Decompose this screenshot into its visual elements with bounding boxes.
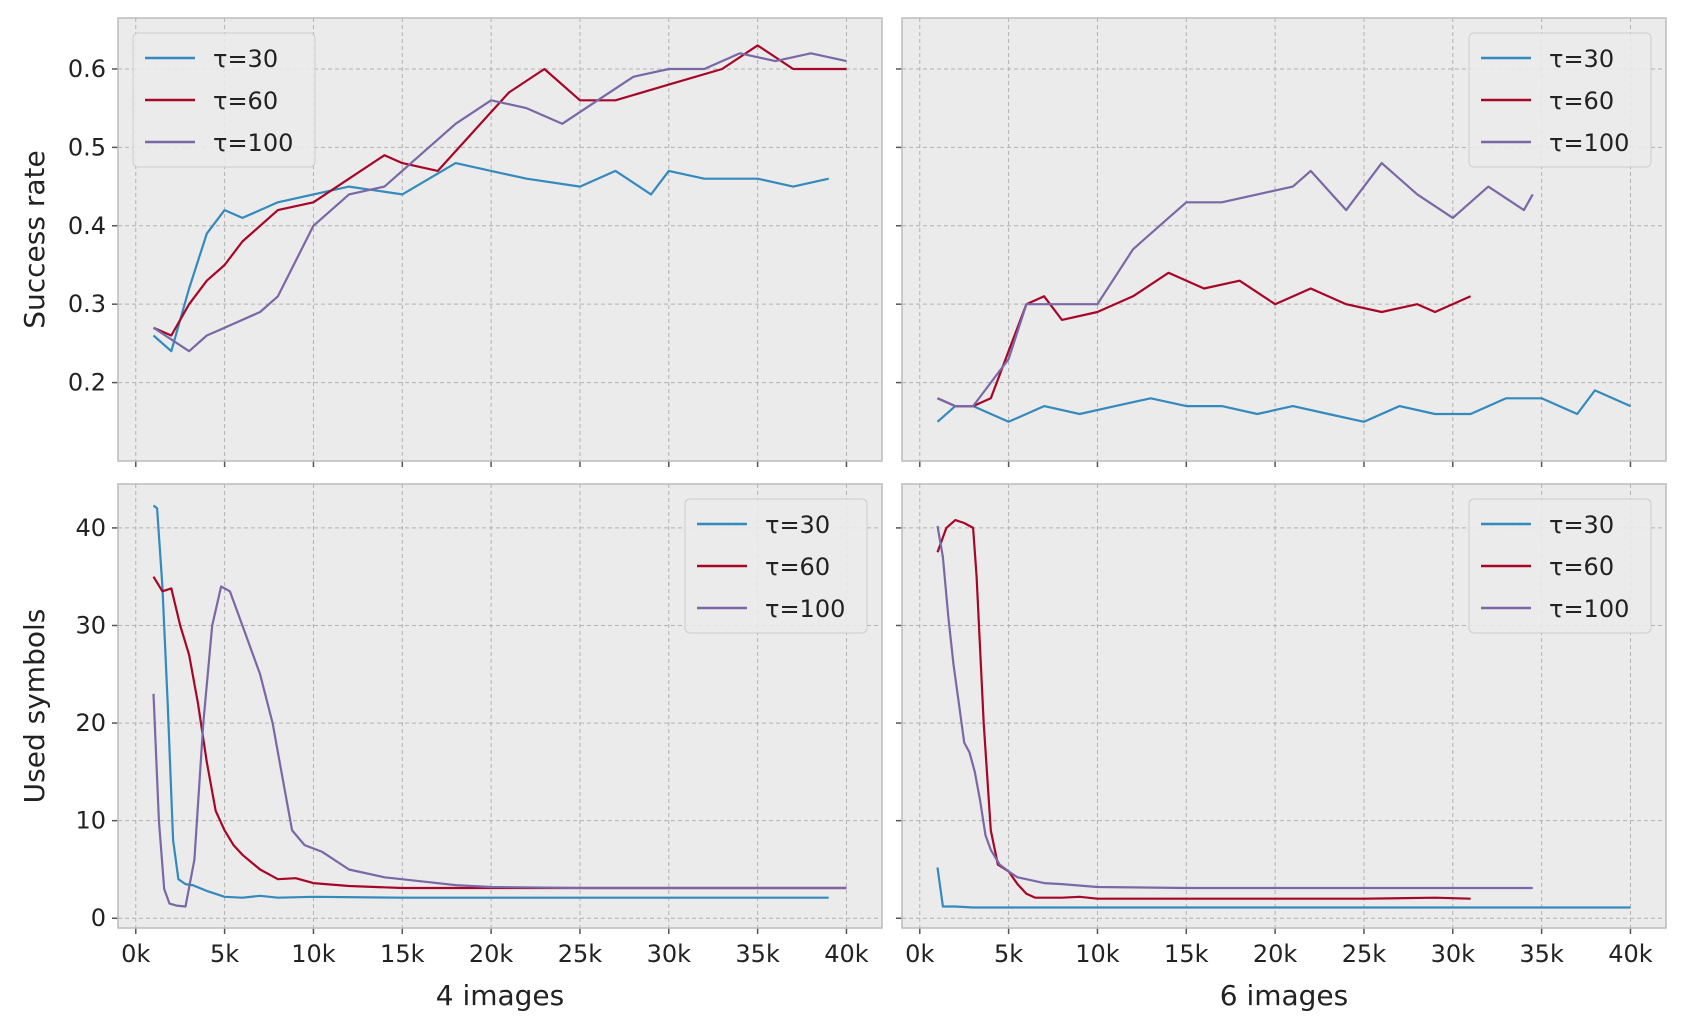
x-tick-label: 10k bbox=[1075, 940, 1120, 968]
legend-label: τ=30 bbox=[213, 45, 278, 73]
y-tick-label: 0 bbox=[91, 904, 106, 932]
panel-bottom-left: 0k 5k 10k 15k 20k 25k 30k 35k 40k 0 10 20 30 40 Used s… bbox=[18, 483, 883, 1012]
series-line-τ=30 bbox=[152, 162, 829, 353]
legend-label: τ=100 bbox=[1549, 129, 1629, 157]
legend-label: τ=30 bbox=[765, 511, 830, 539]
y-tick-label: 0.5 bbox=[68, 133, 106, 161]
x-tick-label: 40k bbox=[824, 940, 869, 968]
legend-label: τ=60 bbox=[765, 553, 830, 581]
legend-label: τ=60 bbox=[213, 87, 278, 115]
legend-label: τ=60 bbox=[1549, 553, 1614, 581]
series-line-τ=100 bbox=[936, 525, 1533, 890]
series-line-τ=30 bbox=[936, 389, 1631, 423]
series-line-τ=60 bbox=[153, 44, 847, 337]
x-tick-label: 5k bbox=[210, 940, 239, 968]
y-tick-label: 40 bbox=[75, 514, 106, 542]
x-tick-label: 25k bbox=[1342, 940, 1387, 968]
legend-label: τ=30 bbox=[1549, 45, 1614, 73]
x-tick-label: 35k bbox=[1519, 940, 1564, 968]
x-tick-label: 5k bbox=[994, 940, 1023, 968]
legend-label: τ=100 bbox=[1549, 595, 1629, 623]
y-tick-label: 0.2 bbox=[68, 369, 106, 397]
legend-box bbox=[1468, 498, 1652, 634]
legend: τ=30 τ=60 τ=100 bbox=[132, 32, 316, 168]
axes-frame bbox=[901, 17, 1667, 462]
y-tick-label: 10 bbox=[75, 807, 106, 835]
x-tick-label: 35k bbox=[735, 940, 780, 968]
x-axis-label: 6 images bbox=[1220, 979, 1349, 1012]
x-tick-label: 15k bbox=[380, 940, 425, 968]
panel-top-right: τ=30 τ=60 τ=100 bbox=[896, 17, 1667, 467]
y-tick-label: 0.4 bbox=[68, 212, 106, 240]
y-tick-label: 30 bbox=[75, 611, 106, 639]
y-tick-label: 0.6 bbox=[68, 55, 106, 83]
x-tick-label: 30k bbox=[1431, 940, 1476, 968]
legend-box bbox=[132, 32, 316, 168]
series-line-τ=60 bbox=[937, 271, 1472, 408]
x-tick-label: 0k bbox=[905, 940, 934, 968]
x-tick-label: 30k bbox=[647, 940, 692, 968]
legend-label: τ=30 bbox=[1549, 511, 1614, 539]
series-line-τ=30 bbox=[936, 867, 1631, 909]
x-tick-label: 15k bbox=[1164, 940, 1209, 968]
x-tick-label: 10k bbox=[291, 940, 336, 968]
legend-box bbox=[1468, 32, 1652, 168]
legend: τ=30 τ=60 τ=100 bbox=[1468, 498, 1652, 634]
series-line-τ=60 bbox=[936, 518, 1471, 900]
legend-box bbox=[684, 498, 868, 634]
x-tick-label: 20k bbox=[1253, 940, 1298, 968]
legend: τ=30 τ=60 τ=100 bbox=[684, 498, 868, 634]
legend-label: τ=100 bbox=[213, 129, 293, 157]
panel-bottom-right: 0k 5k 10k 15k 20k 25k 30k 35k 40k 6 images τ=30 τ=6… bbox=[896, 483, 1667, 1012]
legend-label: τ=100 bbox=[765, 595, 845, 623]
y-axis-label: Used symbols bbox=[18, 609, 51, 804]
axes-frame bbox=[117, 483, 883, 929]
series-line-τ=100 bbox=[152, 52, 847, 353]
axes-frame bbox=[117, 17, 883, 462]
series-line-τ=60 bbox=[152, 576, 847, 890]
panel-top-left: 0.2 0.3 0.4 0.5 0.6 Success rate τ=30 τ=60 τ=100 bbox=[18, 17, 883, 467]
x-tick-label: 25k bbox=[558, 940, 603, 968]
axes-frame bbox=[901, 483, 1667, 929]
x-axis-label: 4 images bbox=[436, 979, 565, 1012]
series-line-τ=100 bbox=[152, 585, 847, 908]
y-tick-label: 0.3 bbox=[68, 290, 106, 318]
x-tick-label: 0k bbox=[121, 940, 150, 968]
series-line-τ=30 bbox=[152, 504, 829, 899]
legend: τ=30 τ=60 τ=100 bbox=[1468, 32, 1652, 168]
y-axis-label: Success rate bbox=[18, 150, 51, 329]
legend-label: τ=60 bbox=[1549, 87, 1614, 115]
series-line-τ=100 bbox=[937, 162, 1534, 408]
x-tick-label: 20k bbox=[469, 940, 514, 968]
y-tick-label: 20 bbox=[75, 709, 106, 737]
x-tick-label: 40k bbox=[1608, 940, 1653, 968]
